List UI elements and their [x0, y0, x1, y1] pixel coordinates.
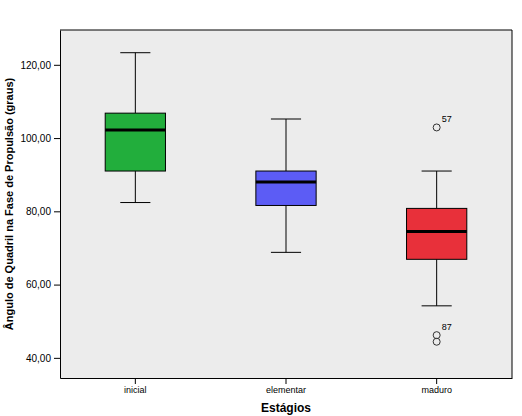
upper-whisker	[436, 171, 437, 208]
x-axis-title: Estágios	[261, 401, 311, 415]
lower-whisker	[286, 205, 287, 252]
y-tick-label: 40,00	[26, 353, 51, 364]
outlier	[433, 124, 440, 131]
x-tick-mark	[436, 378, 437, 384]
lower-cap	[422, 305, 452, 306]
outlier	[433, 338, 440, 345]
y-tick-mark	[54, 285, 60, 286]
y-axis: 40,00 60,00 80,00 100,00 120,00	[20, 31, 60, 379]
y-tick: 40,00	[26, 353, 60, 364]
x-tick-mark	[135, 378, 136, 384]
box	[407, 124, 467, 345]
x-tick: maduro	[421, 378, 452, 395]
upper-whisker	[135, 53, 136, 113]
lower-cap	[271, 252, 301, 253]
outlier	[433, 332, 440, 339]
x-tick-label: maduro	[421, 385, 452, 395]
x-tick-label: inicial	[124, 385, 147, 395]
y-tick: 80,00	[26, 206, 60, 217]
y-tick-label: 120,00	[20, 60, 51, 71]
x-tick: elementar	[266, 378, 306, 395]
box	[105, 53, 165, 203]
median	[105, 129, 165, 132]
y-axis-line	[60, 31, 61, 379]
upper-cap	[422, 171, 452, 172]
y-tick-mark	[54, 65, 60, 66]
frame-right	[512, 30, 513, 378]
y-tick-label: 60,00	[26, 279, 51, 290]
boxes	[105, 53, 467, 346]
y-tick-mark	[54, 211, 60, 212]
outlier-labels: 57 87	[442, 114, 452, 332]
box-body	[256, 171, 316, 205]
plot-background	[60, 30, 512, 378]
upper-cap	[271, 119, 301, 120]
lower-cap	[120, 202, 150, 203]
lower-whisker	[135, 171, 136, 203]
box-body	[407, 208, 467, 259]
outlier-label: 57	[442, 114, 452, 124]
y-axis-title: Ângulo de Quadril na Fase de Propulsão (…	[3, 77, 15, 330]
upper-whisker	[286, 119, 287, 171]
median	[407, 230, 467, 233]
plot: 40,00 60,00 80,00 100,00 120,00 inicial elemen…	[20, 30, 512, 395]
y-tick-label: 80,00	[26, 206, 51, 217]
box-body	[105, 113, 165, 171]
x-tick-label: elementar	[266, 385, 306, 395]
y-tick: 60,00	[26, 279, 60, 290]
outlier-label: 87	[442, 322, 452, 332]
y-tick-mark	[54, 138, 60, 139]
upper-cap	[120, 52, 150, 53]
median	[256, 181, 316, 184]
y-tick-mark	[54, 358, 60, 359]
x-axis: inicial elementar maduro	[61, 378, 513, 395]
x-tick-mark	[286, 378, 287, 384]
y-tick: 120,00	[20, 60, 60, 71]
y-tick-label: 100,00	[20, 133, 51, 144]
chart: 40,00 60,00 80,00 100,00 120,00 inicial elemen…	[0, 0, 522, 416]
y-tick: 100,00	[20, 133, 60, 144]
lower-whisker	[436, 259, 437, 306]
frame-top	[60, 30, 512, 31]
box	[256, 119, 316, 252]
x-tick: inicial	[124, 378, 147, 395]
